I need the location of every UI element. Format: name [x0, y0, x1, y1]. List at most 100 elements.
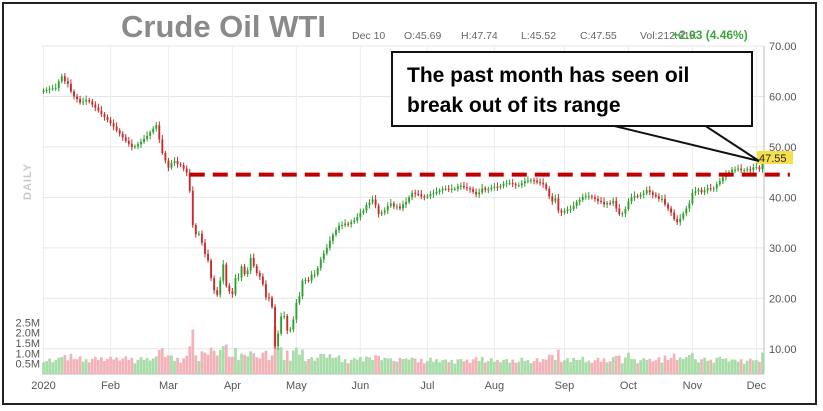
candle-body	[298, 296, 301, 303]
candle-body	[261, 276, 264, 285]
price-badge-label: 47.55	[759, 153, 787, 165]
volume-bar	[535, 358, 539, 374]
candle-body	[219, 280, 222, 295]
candle-body	[676, 219, 679, 223]
volume-bar	[319, 353, 323, 374]
candle-body	[152, 128, 155, 133]
date-readout: Dec 10	[352, 30, 385, 42]
volume-bar	[176, 357, 179, 374]
candle-body	[60, 76, 63, 82]
candle-body	[615, 200, 618, 209]
volume-bar	[66, 360, 70, 374]
volume-bar	[304, 361, 307, 374]
price-tick-label: 70.00	[769, 41, 797, 53]
volume-bar	[639, 360, 642, 374]
volume-bar	[724, 358, 728, 374]
volume-tick-label: 2.5M	[16, 317, 40, 329]
volume-bar	[295, 347, 298, 374]
candle-body	[578, 199, 581, 202]
candle-body	[362, 210, 365, 214]
volume-bar	[459, 359, 463, 374]
volume-bar	[712, 362, 716, 374]
volume-bar	[109, 356, 112, 374]
candle-body	[133, 146, 136, 148]
volume-bar	[209, 347, 213, 374]
volume-bar	[243, 354, 246, 374]
volume-bar	[630, 358, 633, 374]
volume-bar	[480, 356, 484, 374]
volume-bar	[337, 355, 341, 374]
candle-body	[484, 188, 487, 190]
candle-body	[313, 274, 316, 276]
volume-bar	[532, 361, 536, 374]
candle-body	[213, 278, 216, 291]
date-tick-label: Dec	[747, 380, 767, 392]
candle-body	[450, 188, 453, 190]
candle-body	[316, 268, 319, 275]
volume-bar	[611, 357, 615, 374]
volume-bar	[426, 361, 429, 374]
candle-body	[508, 183, 511, 185]
candle-body	[88, 99, 91, 102]
volume-bar	[432, 361, 435, 374]
candle-body	[496, 186, 499, 188]
volume-bar	[151, 358, 155, 374]
candle-body	[137, 144, 139, 147]
volume-bar	[197, 361, 201, 374]
candle-body	[216, 290, 219, 295]
candle-body	[758, 167, 761, 170]
volume-bar	[654, 360, 658, 374]
volume-bar	[444, 359, 448, 374]
volume-bar	[520, 357, 524, 374]
candle-body	[225, 264, 228, 286]
volume-tick-label: 0.5M	[16, 359, 40, 371]
price-tick-label: 50.00	[769, 142, 797, 154]
volume-bar	[499, 362, 502, 374]
volume-bar	[721, 358, 725, 374]
candle-body	[590, 196, 593, 198]
close-readout: C:47.55	[580, 30, 617, 42]
volume-bar	[42, 362, 45, 374]
volume-bar	[496, 360, 499, 374]
date-tick-label: Nov	[683, 380, 703, 392]
candle-body	[581, 196, 584, 200]
volume-bar	[48, 358, 51, 374]
candle-body	[706, 188, 709, 191]
volume-bar	[529, 363, 533, 374]
volume-bar	[678, 357, 682, 374]
price-tick-label: 20.00	[769, 293, 797, 305]
volume-bar	[694, 359, 697, 374]
candle-body	[185, 168, 188, 173]
volume-bar	[745, 360, 749, 374]
candle-body	[673, 212, 676, 220]
candle-body	[249, 257, 252, 271]
candle-body	[743, 170, 746, 172]
volume-bar	[325, 357, 329, 374]
volume-bar	[377, 355, 380, 374]
volume-bar	[127, 359, 131, 374]
volume-bar	[224, 344, 228, 374]
date-tick-label: Jun	[351, 380, 369, 392]
volume-bar	[758, 361, 761, 374]
volume-tick-label: 1.0M	[16, 348, 40, 360]
candle-body	[97, 107, 100, 111]
volume-bar	[301, 349, 304, 374]
candle-body	[654, 194, 657, 197]
volume-bar	[179, 362, 182, 374]
volume-bar	[675, 359, 679, 374]
candle-body	[475, 191, 478, 195]
volume-bar	[291, 350, 295, 374]
volume-bar	[681, 359, 685, 374]
candle-body	[392, 203, 395, 207]
volume-bar	[584, 362, 588, 374]
date-tick-label: Mar	[159, 380, 178, 392]
volume-bar	[645, 359, 649, 374]
candle-body	[670, 208, 673, 213]
volume-bar	[54, 360, 58, 374]
candle-body	[572, 205, 575, 209]
candle-body	[368, 202, 371, 205]
volume-bar	[249, 351, 253, 374]
volume-bar	[395, 361, 399, 374]
candle-body	[255, 266, 258, 274]
volume-bar	[447, 362, 451, 374]
